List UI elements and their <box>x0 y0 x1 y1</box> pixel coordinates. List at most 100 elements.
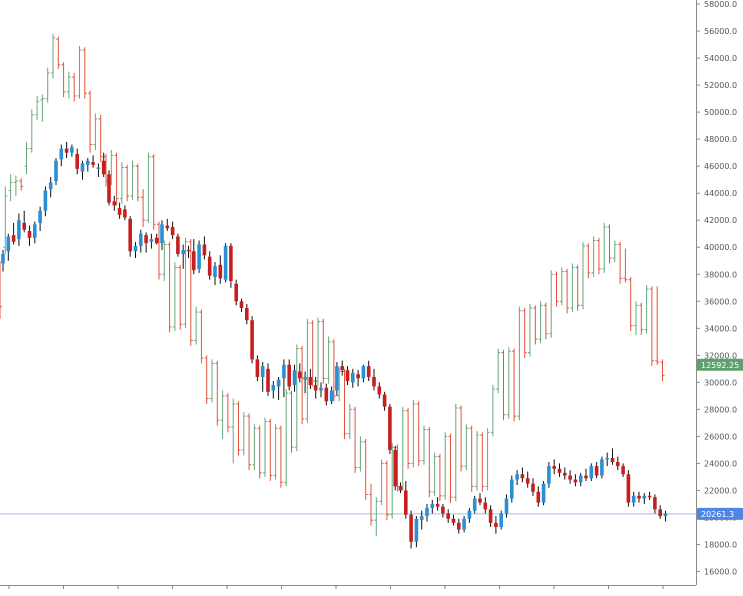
candle <box>298 363 302 383</box>
candle <box>462 516 466 533</box>
y-tick-label: 52000.0 <box>704 81 737 90</box>
ohlc-bar <box>3 186 8 254</box>
candle <box>658 505 662 519</box>
ohlc-bar <box>475 430 479 491</box>
candle <box>101 152 106 177</box>
ohlc-bar <box>437 453 442 502</box>
ohlc-bar <box>628 276 633 332</box>
candle <box>557 463 562 477</box>
candle <box>11 222 16 245</box>
candle <box>70 144 74 157</box>
candle <box>520 467 525 483</box>
ohlc-bar <box>331 339 336 402</box>
ohlc-bar <box>379 459 384 506</box>
candle <box>43 186 48 217</box>
candle <box>319 382 323 398</box>
price-tags: 12592.25 20261.3 <box>697 358 743 520</box>
candle <box>176 233 180 257</box>
candle <box>372 368 376 391</box>
ohlc-bar <box>453 403 458 502</box>
ohlc-bar <box>416 401 421 467</box>
candle <box>637 491 641 503</box>
candle <box>27 225 32 246</box>
ohlc-bar <box>326 336 331 384</box>
ohlc-bar <box>19 178 24 191</box>
ohlc-bar <box>634 301 638 336</box>
candle <box>388 403 392 454</box>
candle <box>223 243 228 283</box>
ohlc-bar <box>45 67 50 103</box>
bars-last-price-tag: 12592.25 <box>697 358 743 371</box>
ohlc-bar <box>225 393 230 433</box>
y-tick-label: 18000.0 <box>704 540 737 549</box>
ohlc-bar <box>98 114 103 163</box>
candle <box>663 510 668 522</box>
y-tick-label: 42000.0 <box>704 216 737 225</box>
candle <box>366 360 371 381</box>
candle <box>266 363 270 396</box>
candle <box>573 474 578 487</box>
ohlc-bar <box>40 94 45 122</box>
candle <box>647 491 652 500</box>
candle <box>276 376 281 400</box>
ohlc-bar <box>549 270 554 338</box>
y-tick-label: 38000.0 <box>704 270 737 279</box>
candle <box>207 251 212 280</box>
ohlc-bar <box>146 152 151 223</box>
candle <box>17 213 21 246</box>
ohlc-bar <box>384 460 389 521</box>
candle <box>568 470 572 484</box>
ohlc-bar <box>432 452 437 496</box>
candle <box>552 459 556 475</box>
ohlc-bar <box>459 405 464 472</box>
candle <box>409 510 413 549</box>
ohlc-bar <box>56 36 61 69</box>
candle <box>377 382 382 399</box>
ohlc-bar <box>443 432 448 500</box>
ohlc-bar <box>199 309 204 364</box>
candle <box>382 391 387 411</box>
candle <box>144 232 148 253</box>
ohlc-bar <box>522 308 527 359</box>
ohlc-bar <box>374 497 379 537</box>
ohlc-bar <box>543 302 548 340</box>
candle <box>192 239 196 275</box>
candle <box>229 243 233 288</box>
candle <box>340 360 344 376</box>
ohlc-bar <box>51 33 55 79</box>
candle <box>430 499 435 514</box>
candle <box>457 518 461 534</box>
ohlc-bar <box>596 237 601 275</box>
ohlc-bar <box>623 248 628 283</box>
ohlc-bar <box>649 286 654 367</box>
candle <box>154 233 159 245</box>
candle <box>536 486 541 507</box>
ohlc-bar <box>284 389 289 487</box>
candle <box>324 383 329 406</box>
candle <box>128 216 132 257</box>
y-tick-label: 58000.0 <box>704 0 737 9</box>
candle <box>525 471 530 488</box>
ohlc-bar <box>575 264 580 311</box>
ohlc-bar <box>358 436 363 472</box>
ohlc-bar <box>119 162 124 205</box>
bars-last-price-tag-label: 12592.25 <box>701 361 739 370</box>
candle <box>361 364 366 383</box>
ohlc-bar <box>496 348 501 394</box>
candle <box>117 202 122 219</box>
candle <box>425 503 429 522</box>
ohlc-bar <box>268 418 273 481</box>
candle <box>112 195 117 211</box>
ohlc-bar <box>586 243 591 279</box>
y-tick-label: 48000.0 <box>704 135 737 144</box>
candle <box>446 509 450 523</box>
candle <box>80 160 85 180</box>
ohlc-bar <box>490 385 495 437</box>
candle <box>499 510 503 530</box>
ohlc-bar <box>231 398 236 464</box>
ohlc-bar <box>411 399 416 468</box>
ohlc-bar <box>8 174 13 202</box>
candle <box>1 249 5 272</box>
candle <box>356 370 360 387</box>
